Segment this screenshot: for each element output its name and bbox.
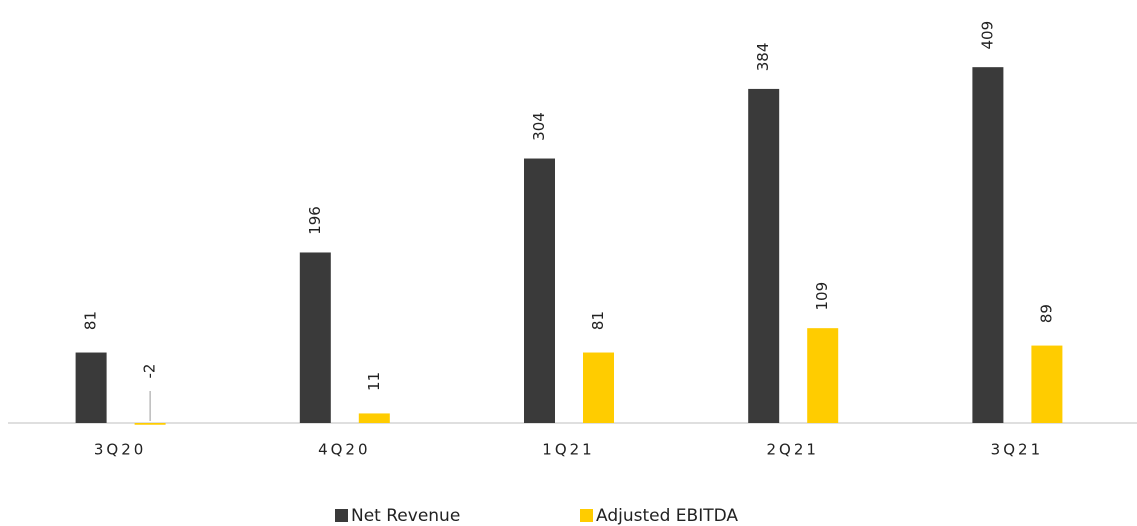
- data-label: 11: [365, 372, 383, 391]
- bar: [1031, 345, 1063, 423]
- bar: [972, 67, 1004, 424]
- legend-swatch: [580, 509, 593, 522]
- x-tick-label: 2Q21: [766, 441, 818, 459]
- data-label: 409: [978, 21, 996, 50]
- bar: [358, 413, 390, 423]
- data-label: 81: [589, 311, 607, 330]
- bar: [748, 88, 780, 424]
- bar: [807, 328, 839, 423]
- data-label: 304: [530, 112, 548, 141]
- data-label: -2: [141, 364, 159, 379]
- x-tick-label: 1Q21: [542, 441, 594, 459]
- x-tick-label: 3Q20: [94, 441, 146, 459]
- data-label: 81: [82, 311, 100, 330]
- legend-swatch: [335, 509, 348, 522]
- legend-label: Net Revenue: [351, 506, 460, 526]
- x-tick-label: 3Q21: [991, 441, 1043, 459]
- data-label: 109: [813, 282, 831, 311]
- data-label: 196: [306, 206, 324, 235]
- bar: [299, 252, 331, 423]
- bar: [524, 158, 555, 423]
- bar: [583, 352, 614, 423]
- data-label: 89: [1037, 304, 1055, 323]
- legend-label: Adjusted EBITDA: [596, 506, 738, 526]
- x-tick-label: 4Q20: [318, 441, 370, 459]
- bar: [75, 352, 107, 423]
- data-label: 384: [754, 43, 772, 72]
- bar: [134, 423, 166, 425]
